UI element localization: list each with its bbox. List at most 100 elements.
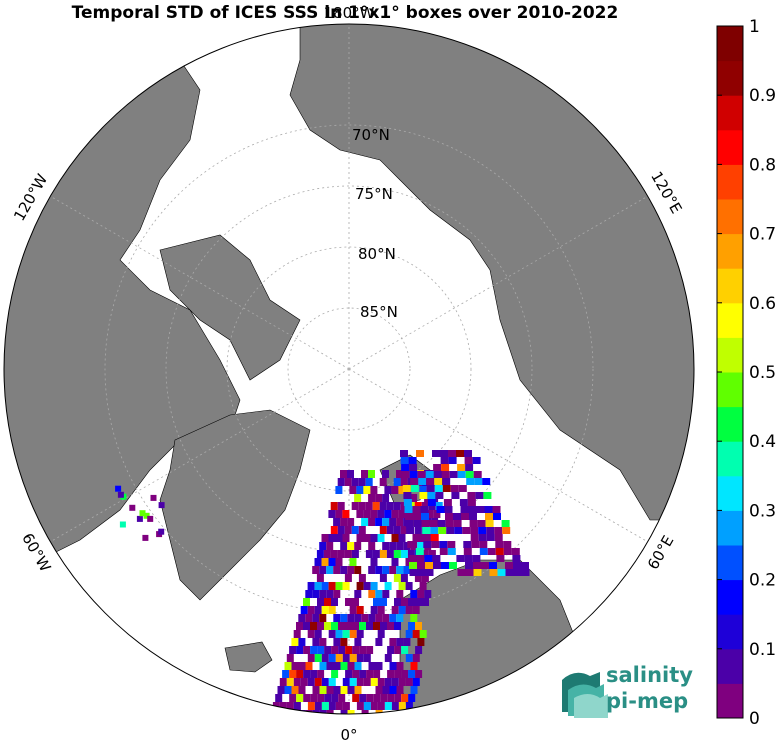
std-cell — [478, 527, 487, 534]
std-cell — [410, 662, 418, 670]
salinity-std-cells — [115, 450, 530, 714]
std-cell — [394, 622, 401, 630]
std-cell — [326, 566, 334, 574]
std-cell — [513, 569, 522, 576]
std-cell — [331, 694, 339, 702]
std-cell — [495, 548, 504, 555]
std-cell — [396, 590, 404, 598]
std-cell — [143, 512, 150, 519]
std-cell — [342, 510, 350, 518]
std-cell — [403, 710, 411, 714]
std-cell — [417, 590, 425, 598]
std-cell — [426, 510, 434, 518]
std-cell — [363, 702, 371, 710]
std-cell — [403, 492, 412, 499]
std-cell — [333, 662, 341, 670]
std-cell — [349, 486, 357, 494]
std-cell — [372, 502, 380, 510]
std-cell — [328, 606, 336, 614]
std-cell — [403, 542, 411, 550]
std-cell — [321, 534, 329, 542]
std-cell — [400, 574, 408, 582]
std-cell — [370, 510, 378, 518]
std-cell — [489, 562, 497, 569]
std-cell — [307, 630, 315, 638]
std-cell — [368, 590, 376, 598]
std-cell — [342, 654, 350, 662]
std-cell — [328, 678, 336, 686]
std-cell — [409, 569, 418, 576]
std-cell — [473, 562, 481, 569]
std-cell — [117, 491, 124, 498]
std-cell — [300, 678, 308, 686]
std-cell — [338, 622, 345, 630]
std-cell — [469, 513, 477, 520]
std-cell — [502, 527, 511, 534]
std-cell — [396, 518, 404, 526]
std-cell — [389, 518, 397, 526]
std-cell — [494, 534, 503, 541]
std-cell — [414, 534, 423, 541]
std-cell — [319, 590, 327, 598]
std-cell — [457, 471, 466, 478]
colorbar-segment — [717, 475, 743, 511]
std-cell — [405, 606, 413, 614]
std-cell — [380, 622, 387, 630]
std-cell — [427, 499, 436, 506]
std-cell — [412, 506, 421, 513]
std-cell — [482, 478, 491, 485]
std-cell — [493, 513, 501, 520]
std-cell — [158, 502, 165, 509]
std-cell — [417, 638, 425, 646]
std-cell — [398, 702, 406, 710]
colorbar-tick-label: 0.7 — [749, 225, 776, 245]
std-cell — [394, 694, 402, 702]
std-cell — [389, 566, 397, 574]
std-cell — [345, 670, 353, 678]
colorbar-tick-label: 0 — [749, 709, 760, 729]
std-cell — [363, 678, 371, 686]
std-cell — [293, 678, 301, 686]
std-cell — [419, 630, 427, 638]
std-cell — [340, 686, 348, 694]
std-cell — [321, 702, 329, 710]
std-cell — [430, 534, 439, 541]
std-cell — [424, 555, 433, 562]
std-cell — [314, 702, 322, 710]
std-cell — [338, 694, 346, 702]
std-cell — [456, 450, 464, 457]
std-cell — [454, 527, 463, 534]
std-cell — [365, 478, 373, 486]
std-cell — [398, 486, 406, 494]
std-cell — [368, 662, 376, 670]
colorbar-segment — [717, 545, 743, 581]
std-cell — [344, 574, 352, 582]
std-cell — [321, 678, 329, 686]
std-cell — [303, 670, 311, 678]
std-cell — [393, 502, 401, 510]
std-cell — [405, 654, 413, 662]
std-cell — [291, 686, 299, 694]
std-cell — [389, 662, 397, 670]
std-cell — [400, 478, 408, 486]
std-cell — [416, 450, 424, 457]
std-cell — [375, 662, 383, 670]
std-cell — [291, 638, 299, 646]
std-cell — [340, 662, 348, 670]
std-cell — [373, 622, 380, 630]
std-cell — [484, 506, 493, 513]
std-cell — [513, 562, 521, 569]
std-cell — [351, 526, 359, 534]
std-cell — [394, 646, 402, 654]
colorbar-segment — [717, 302, 743, 338]
std-cell — [317, 670, 325, 678]
std-cell — [421, 513, 429, 520]
std-cell — [408, 694, 416, 702]
std-cell — [373, 598, 380, 606]
std-cell — [316, 550, 324, 558]
std-cell — [356, 702, 364, 710]
std-cell — [324, 598, 331, 606]
std-cell — [317, 694, 325, 702]
std-cell — [521, 562, 529, 569]
std-cell — [298, 686, 306, 694]
